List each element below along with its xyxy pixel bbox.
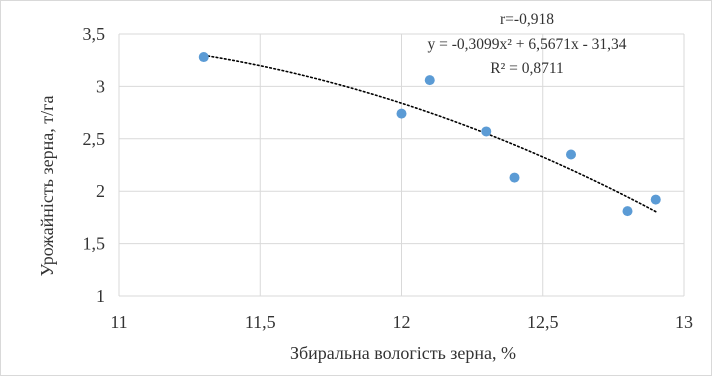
- data-point: [424, 75, 435, 86]
- data-point: [566, 149, 576, 160]
- y-axis-label: Урожайність зерна, т/га: [37, 96, 57, 277]
- annotation-r: r=-0,918: [500, 11, 554, 28]
- trendline: [202, 54, 657, 213]
- data-points: [198, 52, 661, 217]
- x-axis-label: Збиральна вологість зерна, %: [290, 343, 516, 363]
- annotation-r-squared: R² = 0,8711: [490, 60, 564, 77]
- x-tick-label: 12,5: [527, 312, 559, 332]
- y-tick-label: 2: [96, 181, 105, 201]
- data-point: [481, 126, 492, 137]
- x-tick-label: 11,5: [245, 312, 276, 332]
- tick-labels: 11,522,533,511 11,5 12 12,5 13: [83, 24, 694, 332]
- y-tick-label: 2,5: [83, 129, 106, 149]
- data-point: [198, 52, 209, 63]
- data-point: [396, 108, 407, 119]
- annotation-equation: y = -0,3099x² + 6,5671x - 31,34: [427, 36, 626, 53]
- y-tick-label: 3,5: [83, 24, 106, 44]
- trendline-group: [202, 54, 657, 213]
- x-tick-label: 12: [393, 312, 411, 332]
- y-tick-label: 1,5: [83, 234, 106, 254]
- x-tick-label: 13: [675, 312, 693, 332]
- data-point: [650, 194, 661, 205]
- y-tick-label: 1: [96, 286, 105, 306]
- grid-lines: [118, 33, 685, 297]
- data-point: [622, 206, 633, 217]
- data-point: [509, 172, 520, 183]
- x-tick-label: 11: [110, 312, 127, 332]
- y-tick-label: 3: [96, 76, 105, 96]
